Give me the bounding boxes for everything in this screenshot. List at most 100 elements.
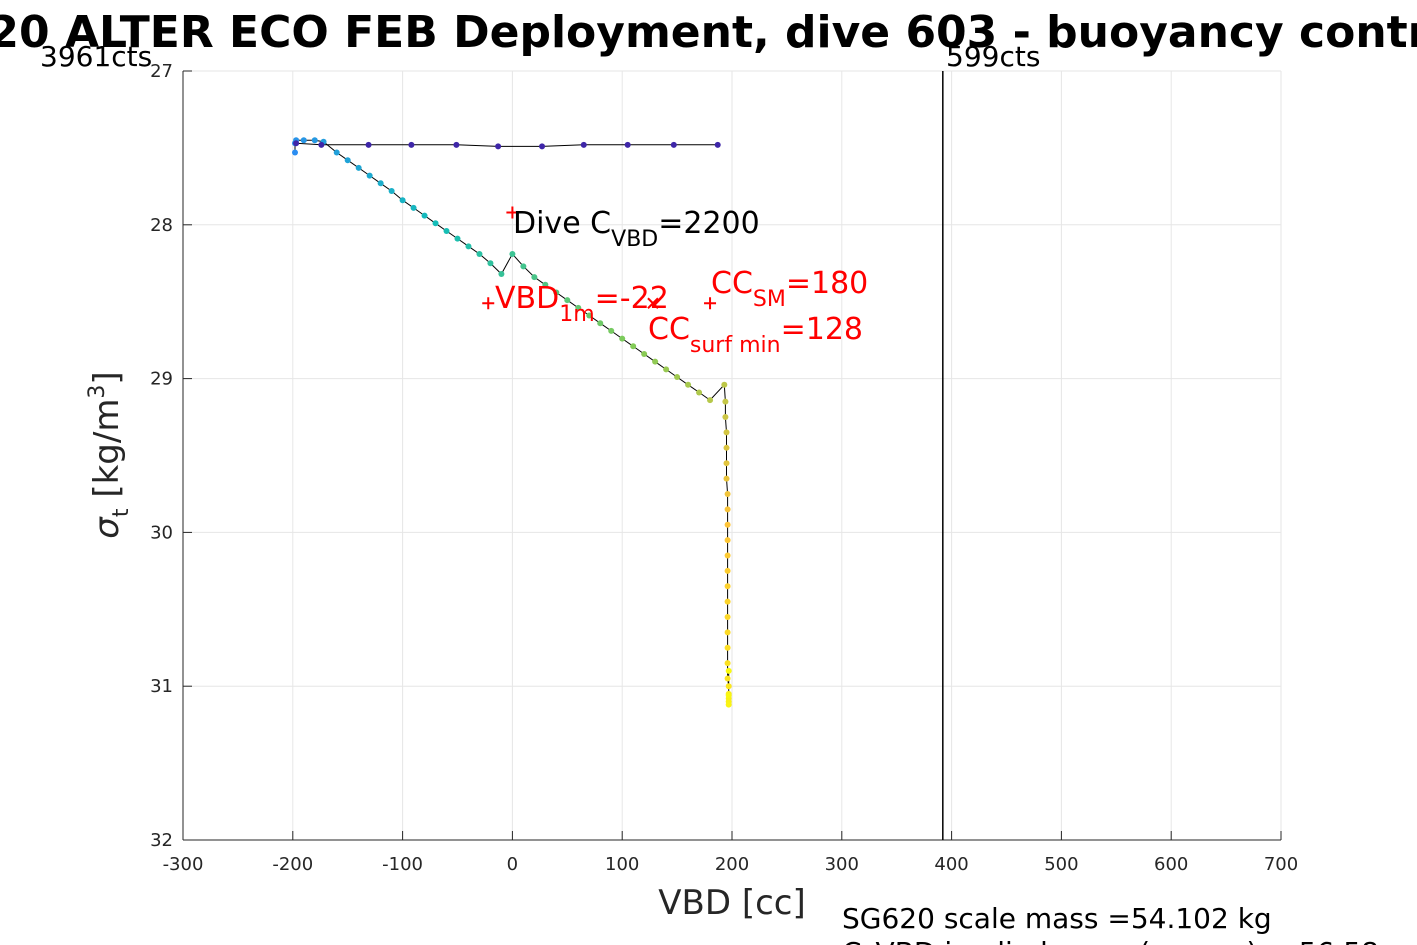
y-tick-label: 27 [150, 61, 173, 82]
data-point [663, 366, 670, 373]
data-point [377, 180, 384, 187]
y-tick-label: 31 [150, 676, 173, 697]
vbd-1m-marker [482, 297, 495, 310]
x-tick-label: 200 [715, 854, 749, 875]
data-point [291, 149, 298, 156]
data-point [722, 398, 729, 405]
dive-cvbd-sub: VBD [611, 227, 658, 252]
data-point [608, 327, 615, 334]
data-point [724, 583, 731, 590]
data-point [724, 598, 731, 605]
data-point [696, 389, 703, 396]
data-point [724, 675, 731, 682]
data-point [724, 644, 731, 651]
data-point [724, 552, 731, 559]
data-point [641, 350, 648, 357]
data-point [724, 506, 731, 513]
cc-sm-annotation: CCSM=180 [711, 266, 868, 312]
data-point [520, 263, 527, 270]
data-point [725, 667, 732, 674]
data-point [723, 475, 730, 482]
footer-line-2: C_VBD implied mass (approx) = 56.58 [842, 936, 1379, 945]
vbd-1m-prefix: VBD [495, 281, 559, 316]
cc-sm-marker [704, 297, 717, 310]
y-axis-label-symbol: σ [87, 516, 127, 539]
x-tick-label: 700 [1264, 854, 1298, 875]
y-tick-label: 28 [150, 215, 173, 236]
data-point [432, 220, 439, 227]
data-point [723, 429, 730, 436]
y-axis-label-sub: t [109, 508, 134, 517]
data-point [366, 172, 373, 179]
data-point [724, 660, 731, 667]
data-point [575, 304, 582, 311]
cc-sm-suffix: =180 [786, 266, 868, 301]
chart-title: SG620 ALTER ECO FEB Deployment, dive 603… [0, 7, 1417, 58]
dive-cvbd-annotation: Dive CVBD=2200 [513, 206, 760, 252]
x-tick-label: 0 [507, 854, 518, 875]
data-point [476, 251, 483, 258]
data-point [443, 227, 450, 234]
x-tick-label: 400 [934, 854, 968, 875]
data-point [498, 271, 505, 278]
data-point [531, 274, 538, 281]
dive-cvbd-suffix: =2200 [658, 206, 759, 241]
x-tick-label: 100 [605, 854, 639, 875]
data-point [365, 141, 372, 148]
data-point [652, 358, 659, 365]
dive-cvbd-marker [506, 206, 519, 219]
cc-surf-min-marker [647, 297, 659, 309]
data-point [724, 490, 731, 497]
data-point [619, 335, 626, 342]
x-tick-label: 600 [1154, 854, 1188, 875]
data-point [344, 157, 351, 164]
data-point [333, 149, 340, 156]
data-point [723, 444, 730, 451]
data-point [410, 204, 417, 211]
data-point [724, 567, 731, 574]
dive-cvbd-prefix: Dive C [513, 206, 611, 241]
left-counts-label: 3961cts [40, 40, 152, 73]
data-point [453, 141, 460, 148]
data-point [465, 243, 472, 250]
data-point [421, 212, 428, 219]
y-axis-label-close: ] [87, 371, 127, 384]
data-point [586, 312, 593, 319]
y-tick-label: 30 [150, 522, 173, 543]
series-points [291, 137, 732, 708]
data-point [454, 235, 461, 242]
data-point [722, 414, 729, 421]
cc-sm-sub: SM [753, 287, 786, 312]
data-point [624, 141, 631, 148]
y-axis-label: σt [kg/m3] [85, 371, 134, 538]
data-point [542, 281, 549, 288]
axes: -300 -200 -100 0 100 200 300 400 500 600 700 27 28 29… [150, 61, 1298, 875]
vbd-1m-sub: 1m [559, 302, 594, 327]
data-point [724, 629, 731, 636]
data-point [714, 141, 721, 148]
data-point [724, 613, 731, 620]
data-point [553, 289, 560, 296]
data-point [388, 187, 395, 194]
cc-surf-min-sub: surf min [690, 333, 781, 358]
y-axis-label-units: [kg/m [87, 399, 127, 509]
data-point [580, 141, 587, 148]
y-tick-label: 32 [150, 830, 173, 851]
cc-surf-min-prefix: CC [648, 312, 690, 347]
footer-line-1: SG620 scale mass =54.102 kg [842, 902, 1272, 935]
data-point [597, 320, 604, 327]
cc-surf-min-suffix: =128 [781, 312, 863, 347]
data-point [724, 521, 731, 528]
y-axis-label-sup: 3 [85, 385, 110, 399]
data-point [293, 140, 300, 147]
cc-surf-min-annotation: CCsurf min=128 [648, 312, 863, 358]
annotation-markers [482, 206, 717, 310]
data-point [300, 137, 307, 144]
data-point [685, 381, 692, 388]
x-tick-label: 300 [825, 854, 859, 875]
data-point [399, 197, 406, 204]
data-point [630, 343, 637, 350]
vbd-1m-annotation: VBD1m=-22 [495, 281, 669, 327]
